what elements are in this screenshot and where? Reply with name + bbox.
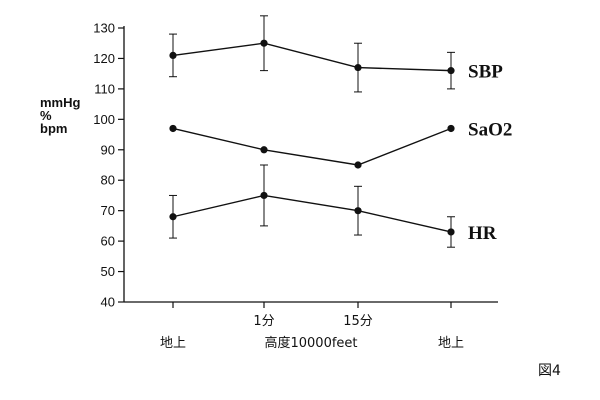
data-point (260, 146, 268, 154)
data-point (354, 63, 362, 72)
series-line (172, 127, 452, 166)
x-category-label: 地上 (160, 336, 186, 351)
x-tick-label-top: 1分 (253, 314, 274, 329)
data-point (447, 124, 455, 133)
figure-label: 図4 (538, 363, 561, 379)
series-hr: HR (169, 164, 497, 248)
y-tick-label: 130 (93, 21, 115, 36)
y-tick-label: 80 (101, 173, 115, 188)
series-sbp: SBP (169, 15, 503, 93)
data-point (260, 191, 268, 200)
data-point (447, 228, 455, 236)
y-axis-label: mmHg%bpm (40, 95, 81, 136)
data-point (169, 213, 177, 221)
data-point (169, 51, 177, 60)
series-label: HR (468, 223, 497, 244)
data-point (354, 161, 362, 169)
x-category-label: 地上 (438, 336, 464, 351)
series-label: SBP (468, 62, 503, 83)
y-tick-label: 110 (94, 81, 115, 96)
y-tick-label: 50 (101, 264, 115, 279)
axes (123, 26, 498, 303)
y-tick-label: 40 (101, 295, 115, 310)
y-ticks: 40 50 60 70 80 90 100 110 120 130 (93, 21, 124, 310)
data-point (354, 207, 362, 215)
series-label: SaO2 (468, 119, 512, 140)
y-label-line: mmHg (40, 95, 81, 110)
y-tick-label: 100 (93, 112, 115, 127)
data-point (260, 39, 268, 47)
series-group: SBP SaO2 HR (169, 15, 512, 248)
data-point (169, 124, 177, 133)
series-line (172, 42, 452, 72)
series-line (172, 194, 452, 233)
x-tick-label-top: 15分 (343, 314, 373, 329)
series-sao2: SaO2 (169, 119, 512, 169)
y-tick-label: 90 (101, 142, 115, 157)
data-point (447, 67, 455, 75)
x-category-label: 高度10000feet (264, 335, 357, 351)
y-tick-label: 70 (101, 203, 115, 218)
y-tick-label: 120 (93, 51, 115, 66)
y-tick-label: 60 (101, 234, 115, 249)
y-label-line: bpm (40, 121, 67, 136)
y-label-line: % (40, 108, 52, 123)
